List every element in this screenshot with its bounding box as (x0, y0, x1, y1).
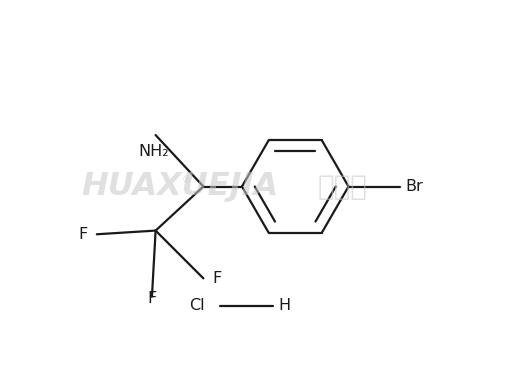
Text: F: F (79, 227, 88, 242)
Text: NH₂: NH₂ (139, 144, 169, 159)
Text: ®: ® (181, 175, 191, 185)
Text: 化学加: 化学加 (318, 172, 368, 201)
Text: F: F (147, 291, 157, 306)
Text: Br: Br (405, 179, 423, 194)
Text: Cl: Cl (190, 298, 205, 313)
Text: F: F (212, 271, 222, 286)
Text: H: H (279, 298, 291, 313)
Text: HUAXUEJIA: HUAXUEJIA (81, 171, 278, 202)
